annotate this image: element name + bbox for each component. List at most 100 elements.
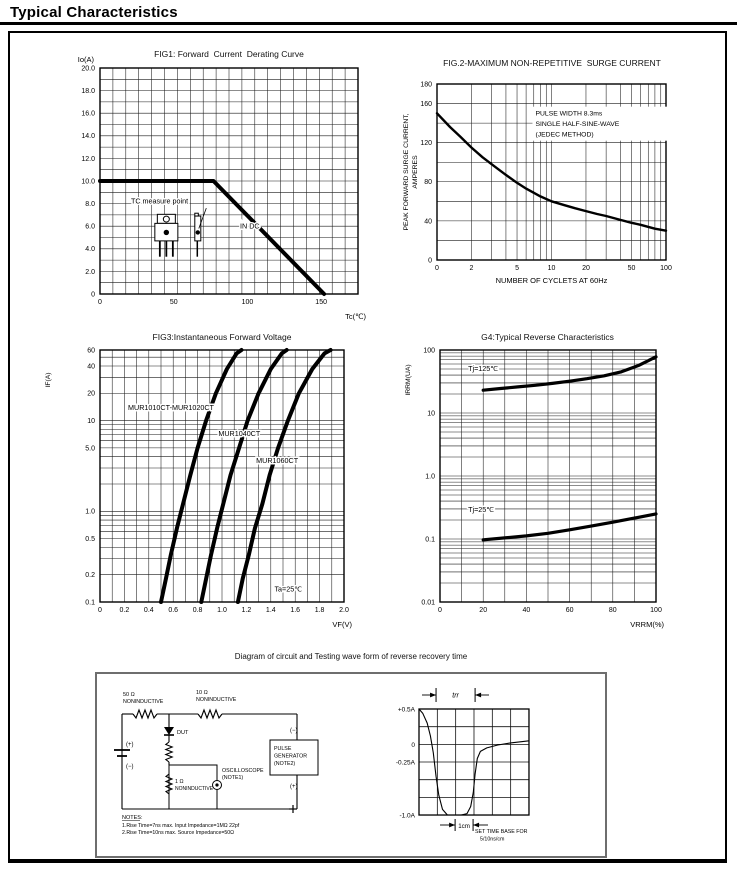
plot-border (436, 83, 667, 261)
x-tick-label: 20 (479, 607, 487, 614)
grid (100, 350, 344, 602)
tc-dot-side (195, 230, 201, 235)
y-tick-label: 10 (427, 410, 435, 417)
y-tick-label: 5.0 (85, 445, 95, 452)
curve-label: Ta=25℃ (274, 585, 302, 594)
fig2-surge-chart: 0 2 5 10 20 50 100 0 40 80 120 160 180 NUMBER OF CYCL… (403, 81, 673, 285)
curve-label: Tj=125℃ (468, 364, 498, 373)
y-tick-label: 14.0 (81, 133, 95, 140)
resistor (164, 773, 174, 795)
y-axis-label: AMPERES (412, 155, 419, 189)
arrowhead (473, 822, 480, 828)
curve-label: MUR1060CT (256, 456, 299, 465)
fig2-title: FIG.2-MAXIMUM NON-REPETITIVE SURGE CURRE… (443, 58, 661, 68)
probe-dot (215, 783, 219, 787)
timebase-label: SET TIME BASE FOR (475, 829, 528, 835)
x-axis-label: NUMBER OF CYCLETS AT 60Hz (496, 276, 608, 285)
series-Tj=125C (481, 355, 658, 392)
note-line: SINGLE HALF-SINE-WAVE (535, 121, 619, 128)
y-tick-label: 0.01 (421, 599, 435, 606)
resistor (197, 708, 223, 720)
oscilloscope-note: (NOTE1) (222, 775, 243, 781)
x-tick-label: 0.2 (120, 607, 130, 614)
fig3-forward-voltage-chart: 0 0.2 0.4 0.6 0.8 1.0 1.2 1.4 1.6 1.8 2.0 60 40 20 10 5… (45, 347, 352, 629)
pkg-hole (162, 215, 170, 223)
dut-diode (164, 727, 174, 735)
r3-value: 1 Ω (175, 779, 184, 785)
series-Tj=25C (481, 512, 658, 542)
wave-grid (418, 708, 530, 816)
x-tick-label: 1.0 (217, 607, 227, 614)
page-title: Typical Characteristics (10, 4, 178, 21)
curve-label: IN DC (240, 221, 260, 230)
test-diagram-box: 50 Ω NONINDUCTIVE 10 Ω NONINDUCTIVE (+) (−) DU… (95, 672, 607, 858)
arrowhead (430, 692, 437, 698)
y-tick-label: 18.0 (81, 88, 95, 95)
pulse-generator-label: PULSE (274, 746, 292, 752)
timebase-label: 5/10ns/cm (480, 837, 505, 843)
series-derating-in-dc (98, 179, 327, 296)
cm-label: 1cm (458, 823, 470, 830)
x-tick-label: 100 (660, 265, 672, 272)
grid (440, 350, 656, 602)
resistor (164, 741, 174, 763)
battery-minus: (−) (126, 764, 134, 770)
wave-y-label: -1.0A (399, 813, 415, 820)
x-tick-label: 100 (650, 607, 662, 614)
g4-reverse-characteristics-chart: 0 20 40 60 80 100 100 10 1.0 0.1 0.01 VRRM(%) IRRM(U… (405, 347, 664, 629)
r1-type: NONINDUCTIVE (123, 699, 164, 705)
x-tick-label: 50 (628, 265, 636, 272)
y-tick-label: 6.0 (85, 224, 95, 231)
y-axis-label: PEAK FORWARD SURGE CURRENT, (403, 113, 410, 230)
series-MUR1060CT (235, 348, 333, 604)
title-rule (0, 22, 737, 25)
series-MUR1010CT-MUR1020CT (159, 348, 244, 604)
curve-label: Tj=25℃ (468, 505, 494, 514)
recovery-waveform-diagram: +0.5A 0 -0.25A -1.0A trr 1cm SET TIME BASE FOR… (396, 688, 530, 843)
x-tick-label: 50 (170, 299, 178, 306)
y-axis-label: IRRM(UA) (405, 364, 412, 395)
r2-type: NONINDUCTIVE (196, 697, 237, 703)
y-tick-label: 1.0 (425, 473, 435, 480)
x-tick-label: 1.2 (242, 607, 252, 614)
series-MUR1040CT (199, 348, 289, 604)
y-tick-label: 16.0 (81, 111, 95, 118)
pulse-generator-label: GENERATOR (274, 754, 307, 760)
pkg-side-tab (194, 212, 199, 217)
arrowhead (449, 822, 456, 828)
x-tick-label: 60 (566, 607, 574, 614)
fig1-title: FIG1: Forward Current Derating Curve (154, 49, 304, 59)
y-tick-label: 40 (87, 363, 95, 370)
x-tick-label: 5 (515, 265, 519, 272)
pulse-generator-box (269, 739, 319, 776)
y-tick-label: 1.0 (85, 509, 95, 516)
resistor (132, 708, 158, 720)
wave-border (418, 708, 530, 816)
tc-dot (163, 229, 170, 236)
x-tick-label: 150 (315, 299, 327, 306)
wave-y-label: 0 (411, 742, 415, 749)
y-tick-label: 20 (87, 391, 95, 398)
x-tick-label: 1.6 (290, 607, 300, 614)
y-tick-label: 2.0 (85, 269, 95, 276)
note-line: PULSE WIDTH 8.3ms (535, 111, 602, 118)
line (198, 207, 207, 229)
y-tick-label: 100 (423, 347, 435, 354)
gen-minus: (−) (290, 728, 298, 734)
wave-y-label: -0.25A (396, 760, 416, 767)
gen-plus: (+) (290, 784, 298, 790)
x-tick-label: 0 (435, 265, 439, 272)
x-tick-label: 0.4 (144, 607, 154, 614)
g4-title: G4:Typical Reverse Characteristics (481, 332, 614, 342)
x-tick-label: 0.6 (168, 607, 178, 614)
y-tick-label: 160 (420, 101, 432, 108)
x-tick-label: 10 (548, 265, 556, 272)
plot-border (439, 349, 657, 603)
x-tick-label: 2.0 (339, 607, 349, 614)
y-axis-label: Io(A) (78, 55, 95, 64)
y-tick-label: 10.0 (81, 178, 95, 185)
y-tick-label: 10 (87, 418, 95, 425)
y-tick-label: 80 (424, 179, 432, 186)
y-tick-label: 0.1 (85, 599, 95, 606)
